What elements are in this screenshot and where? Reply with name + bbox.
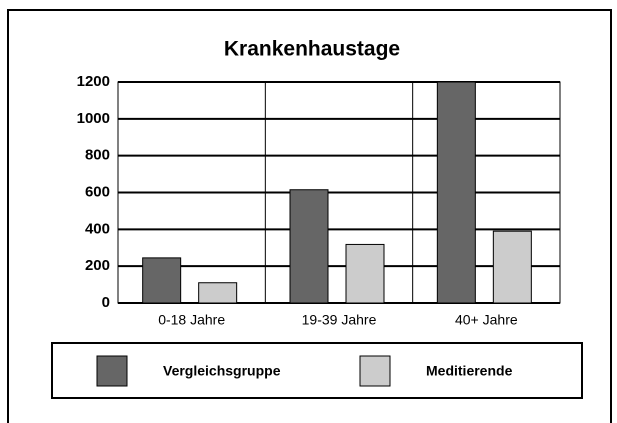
y-tick-label: 1000 [77,110,110,127]
x-tick-label: 0-18 Jahre [158,312,225,328]
legend-swatch [359,355,391,387]
outer-border [7,9,612,423]
y-tick-label: 0 [102,294,110,311]
y-tick-label: 600 [85,183,110,200]
y-tick-label: 1200 [77,73,110,90]
legend-box [51,342,583,399]
y-tick-label: 200 [85,257,110,274]
y-tick-label: 400 [85,220,110,237]
legend-swatch [96,355,128,387]
bar [345,243,385,304]
legend-label: Meditierende [426,363,513,379]
bar [198,282,238,304]
chart-title: Krankenhaustage [224,38,400,61]
bar [436,81,476,304]
legend-label: Vergleichsgruppe [163,363,281,379]
bar [492,230,532,304]
bar [142,257,182,304]
x-tick-label: 19-39 Jahre [302,312,377,328]
bar [289,189,329,304]
y-tick-label: 800 [85,147,110,164]
x-tick-label: 40+ Jahre [455,312,518,328]
